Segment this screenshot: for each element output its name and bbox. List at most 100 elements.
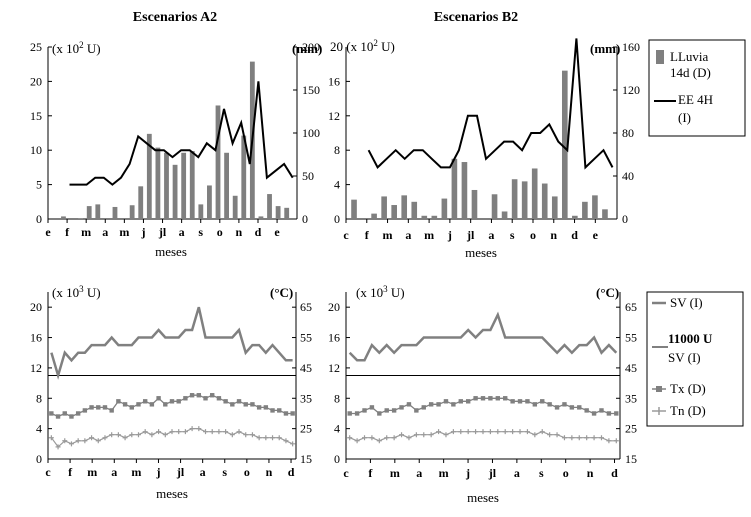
month-label: e <box>45 225 51 239</box>
legend-threshold-label-1: 11000 U <box>668 331 713 346</box>
tn-point <box>48 435 54 441</box>
rain-bar <box>551 196 558 219</box>
panel-b2-sv-temp: 0 4 8 12 16 20 15 25 35 45 55 65 (x 103 U) (°C) c f m a m j… <box>328 284 637 505</box>
month-label: m <box>390 466 400 480</box>
rain-bar <box>592 195 598 219</box>
ee-line <box>69 81 294 186</box>
tx-point <box>480 396 486 401</box>
right-tick-label: 120 <box>622 83 640 97</box>
tx-point <box>554 405 560 410</box>
sv-line <box>348 311 618 362</box>
ee-line <box>367 38 614 170</box>
tn-point <box>229 432 235 438</box>
month-label: c <box>343 228 349 242</box>
month-label: j <box>447 228 452 242</box>
month-label: a <box>111 465 117 479</box>
tn-point <box>109 432 115 438</box>
tx-point <box>256 405 262 410</box>
tx-point <box>96 405 101 410</box>
tx-point <box>577 405 582 410</box>
tx-point <box>210 393 215 398</box>
legend-rain-label-2: 14d (D) <box>670 65 711 80</box>
tn-point <box>142 429 148 435</box>
tx-point <box>562 402 567 407</box>
tn-point <box>591 435 597 441</box>
rain-bar <box>189 151 195 219</box>
tx-point <box>277 408 282 413</box>
month-label: a <box>102 225 108 239</box>
tx-point <box>391 408 397 413</box>
month-label: m <box>87 465 97 479</box>
month-label: m <box>119 225 129 239</box>
tn-point <box>428 432 434 438</box>
right-tick-label: 25 <box>625 422 637 436</box>
right-tick-label: 50 <box>302 169 314 183</box>
rain-bar <box>112 206 118 219</box>
x-axis-label: meses <box>465 245 497 260</box>
right-tick-label: 200 <box>302 40 320 54</box>
tn-point <box>399 432 405 438</box>
tx-point <box>547 402 552 407</box>
tx-point <box>136 402 141 407</box>
rain-bar <box>521 181 528 219</box>
month-label: a <box>416 466 422 480</box>
legend-bottom-frame <box>646 291 744 427</box>
tx-point <box>599 408 604 413</box>
month-label: n <box>587 466 594 480</box>
tx-point <box>89 405 94 410</box>
month-label: m <box>424 228 434 242</box>
legend-rain-label-1: LLuvia <box>670 49 708 64</box>
month-label: f <box>365 228 370 242</box>
tn-point <box>75 438 81 444</box>
rain-bar <box>501 211 508 219</box>
rain-bar <box>86 206 92 219</box>
legend-threshold-label-2: SV (I) <box>668 350 701 365</box>
right-tick-label: 0 <box>302 212 308 226</box>
right-tick-label: 150 <box>302 83 320 97</box>
tn-point <box>95 438 101 444</box>
tn-point <box>584 435 590 441</box>
tn-point <box>203 429 209 435</box>
tx-point <box>290 411 295 416</box>
left-unit-label: (x 103 U) <box>356 284 405 300</box>
rain-bar <box>461 162 468 219</box>
rain-bar <box>146 133 152 219</box>
tn-point <box>436 429 442 435</box>
tx-point <box>196 393 202 398</box>
left-tick-label: 16 <box>328 331 340 345</box>
legend-bottom: SV (I) 11000 U SV (I) Tx (D) Tn (D) <box>646 291 744 427</box>
tx-point <box>149 402 155 407</box>
rain-bar <box>172 164 178 219</box>
right-tick-label: 15 <box>625 452 637 466</box>
month-label: f <box>68 465 73 479</box>
tx-point <box>263 405 269 410</box>
legend-top: LLuvia 14d (D) EE 4H (I) <box>648 39 746 137</box>
rain-bar <box>451 158 458 219</box>
tx-line <box>349 397 617 415</box>
right-unit-label: (°C) <box>596 285 619 300</box>
right-tick-label: 35 <box>300 391 312 405</box>
tn-point <box>249 432 255 438</box>
rain-bar <box>258 216 264 219</box>
rain-bar <box>561 70 568 220</box>
tx-point <box>216 396 222 401</box>
tn-point <box>576 435 582 441</box>
tn-point <box>209 429 215 435</box>
month-label: c <box>343 466 349 480</box>
month-label: j <box>140 225 145 239</box>
tn-point <box>554 432 560 438</box>
tn-point <box>176 429 182 435</box>
rain-bar <box>129 205 135 219</box>
left-tick-label: 20 <box>328 300 340 314</box>
tx-point <box>236 399 242 404</box>
month-label: m <box>383 228 393 242</box>
tx-point <box>163 402 168 407</box>
tn-point <box>149 432 155 438</box>
rain-bar <box>541 183 548 219</box>
tn-point <box>135 432 141 438</box>
tn-point <box>243 432 249 438</box>
tx-point <box>428 402 434 407</box>
tx-point <box>176 399 181 404</box>
left-tick-label: 20 <box>30 300 42 314</box>
